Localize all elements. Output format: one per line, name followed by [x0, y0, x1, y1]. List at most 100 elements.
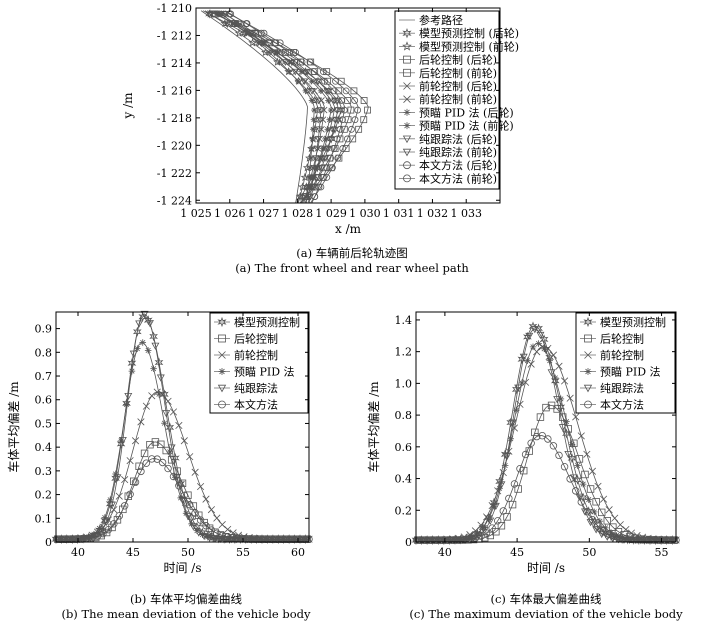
data-point	[327, 136, 335, 143]
data-point	[309, 174, 317, 182]
data-point	[300, 172, 310, 182]
data-point	[494, 517, 502, 525]
data-point	[164, 397, 172, 405]
data-point	[148, 455, 156, 463]
data-point	[544, 435, 552, 443]
x-tick-label: 50	[181, 546, 195, 559]
data-point	[558, 424, 567, 432]
data-point	[314, 97, 323, 105]
legend-label: 纯跟踪法	[600, 381, 644, 395]
data-point	[118, 436, 127, 445]
x-tick-label: 40	[438, 546, 452, 559]
series-curve	[221, 10, 322, 204]
data-point	[347, 106, 355, 114]
data-point	[616, 521, 624, 529]
y-tick-label: 0.3	[35, 465, 53, 478]
caption-zh-a: (a) 车辆前后轮轨迹图	[296, 246, 407, 260]
data-point	[479, 524, 487, 532]
data-point	[527, 439, 535, 447]
data-point	[427, 536, 435, 544]
legend-marker	[402, 28, 412, 39]
data-point	[622, 525, 630, 534]
data-point	[205, 534, 214, 542]
data-point	[588, 467, 597, 475]
x-axis-label-a: x /m	[335, 222, 362, 236]
data-point	[553, 405, 561, 413]
data-point	[499, 507, 507, 515]
data-point	[243, 30, 250, 37]
legend-marker	[583, 316, 593, 328]
x-tick-label: 1 025	[180, 207, 212, 220]
data-point	[620, 536, 628, 544]
data-point	[129, 350, 138, 358]
data-point	[342, 87, 350, 95]
data-point	[339, 145, 347, 152]
data-point	[533, 432, 541, 441]
data-point	[108, 501, 117, 509]
y-tick-label: 1.0	[395, 377, 413, 390]
legend-label: 后轮控制 (后轮)	[419, 53, 497, 67]
data-point	[164, 464, 172, 473]
data-point	[627, 535, 636, 544]
data-point	[298, 182, 307, 191]
x-tick-label: 50	[582, 546, 596, 559]
series-curve	[416, 434, 676, 541]
data-point	[308, 184, 316, 191]
data-point	[308, 145, 315, 152]
legend-box	[209, 312, 309, 414]
legend-label: 预瞄 PID 法 (前轮)	[419, 119, 514, 133]
data-point	[655, 536, 663, 544]
data-point	[590, 508, 598, 516]
data-point	[335, 87, 343, 95]
data-point	[110, 520, 118, 528]
data-point	[614, 536, 623, 544]
data-point	[315, 126, 324, 134]
y-axis-label-a: y /m	[121, 92, 135, 120]
data-point	[158, 458, 167, 467]
data-point	[142, 402, 150, 410]
y-tick-label: -1 220	[157, 139, 192, 152]
legend-marker	[218, 334, 226, 343]
data-point	[242, 20, 250, 27]
data-point	[124, 492, 132, 500]
data-point	[106, 496, 114, 504]
legend-label: 本文方法 (后轮)	[419, 158, 497, 172]
caption-en-a: (a) The front wheel and rear wheel path	[235, 261, 469, 275]
data-point	[180, 491, 189, 500]
data-point	[323, 173, 331, 181]
data-point	[97, 528, 106, 536]
data-point	[317, 87, 324, 94]
data-point	[137, 418, 145, 426]
data-point	[183, 512, 192, 520]
legend-marker	[403, 108, 411, 116]
data-point	[265, 39, 273, 47]
data-point	[176, 478, 186, 489]
data-point	[510, 480, 519, 488]
data-point	[162, 410, 171, 418]
data-point	[455, 536, 463, 544]
data-point	[310, 95, 320, 105]
data-point	[538, 431, 546, 440]
data-point	[583, 450, 591, 458]
data-point	[556, 402, 566, 412]
legend-marker	[218, 400, 226, 409]
y-tick-label: -1 210	[157, 2, 192, 15]
data-point	[310, 164, 319, 172]
data-point	[321, 155, 329, 162]
data-point	[350, 87, 358, 95]
data-point	[550, 375, 560, 386]
data-point	[594, 482, 602, 490]
data-point	[633, 536, 641, 544]
data-point	[156, 374, 165, 382]
data-point	[194, 529, 203, 537]
x-tick-label: 1 032	[417, 207, 449, 220]
data-point	[311, 107, 318, 114]
y-tick-label: 0	[405, 536, 412, 549]
data-point	[569, 474, 578, 482]
y-tick-label: 0.8	[395, 409, 413, 422]
data-point	[508, 419, 517, 427]
legend-marker	[402, 41, 412, 51]
data-point	[111, 473, 120, 484]
